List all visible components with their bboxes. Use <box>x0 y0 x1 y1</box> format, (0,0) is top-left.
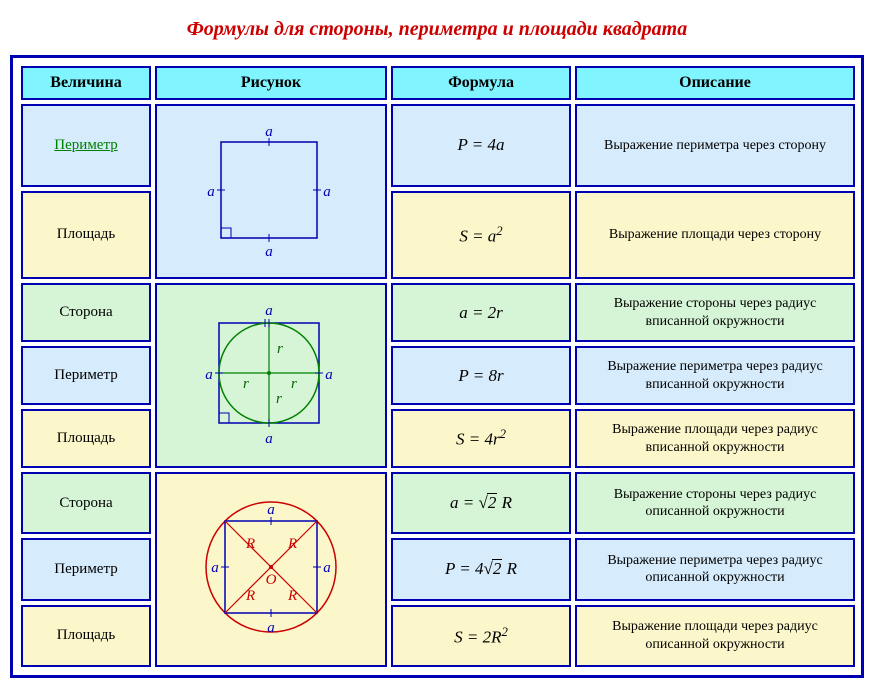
side-label: a <box>265 124 273 140</box>
figure-cell-2: a a a a r r r r <box>155 283 387 468</box>
header-row: Величина Рисунок Формула Описание <box>21 66 855 100</box>
quantity-cell: Сторона <box>21 283 151 342</box>
inscribed-svg: a a a a r r r r <box>181 293 361 453</box>
side-label: a <box>323 560 331 576</box>
table-row: Периметр P = 42 R Выражение периметра че… <box>21 538 855 600</box>
radius-label: r <box>277 341 283 357</box>
table-row: Площадь S = 2R2 Выражение площади через … <box>21 605 855 667</box>
formula-cell: P = 4a <box>391 104 571 187</box>
desc-cell: Выражение площади через сторону <box>575 191 855 279</box>
square-inscribed-diagram: a a a a r r r r <box>181 293 361 453</box>
figure-cell-3: a a a a R R R R O <box>155 472 387 667</box>
desc-cell: Выражение периметра через радиус вписанн… <box>575 346 855 405</box>
side-label: a <box>267 620 275 636</box>
header-quantity: Величина <box>21 66 151 100</box>
radius-label: R <box>245 536 255 552</box>
circumscribed-svg: a a a a R R R R O <box>176 482 366 652</box>
desc-cell: Выражение площади через радиус описанной… <box>575 605 855 667</box>
square-diagram: a a a a <box>181 114 361 264</box>
formula-table: Величина Рисунок Формула Описание Периме… <box>17 62 859 671</box>
quantity-cell: Площадь <box>21 191 151 279</box>
table-row: Площадь S = a2 Выражение площади через с… <box>21 191 855 279</box>
side-label: a <box>211 560 219 576</box>
table-row: Площадь S = 4r2 Выражение площади через … <box>21 409 855 468</box>
side-label: a <box>207 184 215 200</box>
side-label: a <box>265 431 273 447</box>
quantity-cell: Площадь <box>21 605 151 667</box>
quantity-cell: Периметр <box>21 346 151 405</box>
page-title: Формулы для стороны, периметра и площади… <box>10 18 864 41</box>
quantity-cell: Площадь <box>21 409 151 468</box>
formula-cell: a = 2r <box>391 283 571 342</box>
square-svg: a a a a <box>181 114 361 264</box>
side-label: a <box>267 502 275 518</box>
center-label: O <box>266 572 277 588</box>
radius-label: r <box>276 391 282 407</box>
side-label: a <box>265 303 273 319</box>
header-description: Описание <box>575 66 855 100</box>
table-row: Периметр P = 8r Выражение периметра чере… <box>21 346 855 405</box>
side-label: a <box>325 367 333 383</box>
table-row: Периметр a a a a P = <box>21 104 855 187</box>
quantity-cell: Периметр <box>21 104 151 187</box>
side-label: a <box>265 244 273 260</box>
formula-cell: S = a2 <box>391 191 571 279</box>
figure-cell-1: a a a a <box>155 104 387 279</box>
radius-label: R <box>287 536 297 552</box>
radius-label: r <box>243 376 249 392</box>
table-outer: Величина Рисунок Формула Описание Периме… <box>10 55 864 678</box>
side-label: a <box>205 367 213 383</box>
table-row: Сторона <box>21 283 855 342</box>
square-circumscribed-diagram: a a a a R R R R O <box>176 482 366 652</box>
formula-cell: S = 4r2 <box>391 409 571 468</box>
quantity-cell: Сторона <box>21 472 151 534</box>
radius-label: r <box>291 376 297 392</box>
side-label: a <box>323 184 331 200</box>
desc-cell: Выражение площади через радиус вписанной… <box>575 409 855 468</box>
formula-cell: P = 42 R <box>391 538 571 600</box>
perimeter-link[interactable]: Периметр <box>54 137 117 153</box>
formula-cell: S = 2R2 <box>391 605 571 667</box>
radius-label: R <box>245 588 255 604</box>
header-figure: Рисунок <box>155 66 387 100</box>
desc-cell: Выражение периметра через сторону <box>575 104 855 187</box>
quantity-cell: Периметр <box>21 538 151 600</box>
desc-cell: Выражение стороны через радиус описанной… <box>575 472 855 534</box>
header-formula: Формула <box>391 66 571 100</box>
desc-cell: Выражение периметра через радиус описанн… <box>575 538 855 600</box>
table-row: Сторона a a a <box>21 472 855 534</box>
formula-cell: a = 2 R <box>391 472 571 534</box>
radius-label: R <box>287 588 297 604</box>
desc-cell: Выражение стороны через радиус вписанной… <box>575 283 855 342</box>
formula-cell: P = 8r <box>391 346 571 405</box>
